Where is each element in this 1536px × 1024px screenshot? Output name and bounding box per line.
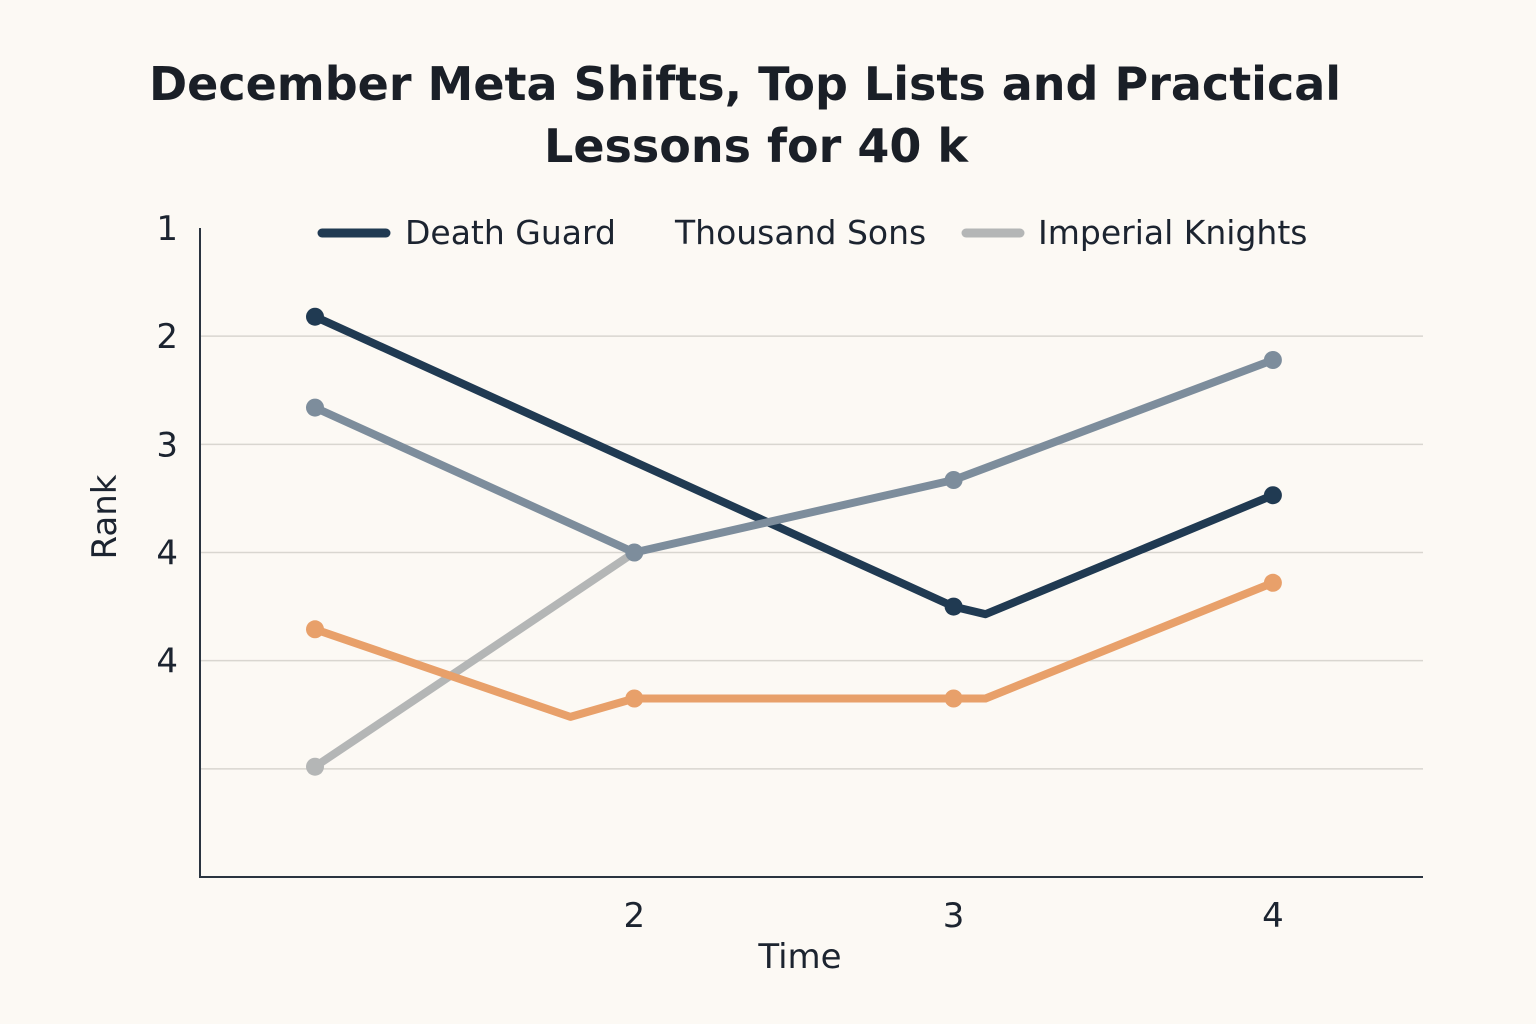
grid-lines — [200, 335, 1423, 770]
y-tick-label: 4 — [156, 642, 178, 682]
x-tick-label: 4 — [1262, 896, 1284, 936]
x-tick-label: 2 — [623, 896, 645, 936]
legend-label-thousand-sons: Thousand Sons — [674, 213, 926, 252]
legend-label-death-guard: Death Guard — [405, 213, 616, 252]
series-line-death-guard — [311, 312, 1277, 619]
y-tick-label: 2 — [156, 317, 178, 357]
series-line-thousand-sons — [311, 356, 1277, 557]
y-tick-labels: 1 2 3 4 4 — [156, 209, 178, 682]
data-point-death-guard — [1263, 486, 1282, 505]
data-point-thousand-sons — [625, 543, 644, 562]
series-line-imperial-knights — [311, 548, 639, 771]
data-point-imperial-knights — [306, 757, 324, 776]
x-tick-labels: 2 3 4 — [623, 896, 1283, 936]
y-tick-label: 4 — [156, 534, 178, 574]
data-point-thousand-sons — [306, 398, 324, 417]
data-point-orange-series — [306, 620, 324, 639]
data-point-thousand-sons — [1263, 351, 1282, 369]
legend: Death Guard Thousand Sons Imperial Knigh… — [317, 213, 1307, 252]
legend-label-imperial-knights: Imperial Knights — [1038, 213, 1307, 252]
series-lines — [306, 307, 1282, 776]
x-tick-label: 3 — [943, 896, 965, 936]
series-line-orange-series — [311, 578, 1277, 721]
y-axis-label: Rank — [85, 474, 125, 559]
data-point-thousand-sons — [944, 471, 963, 489]
data-point-death-guard — [944, 597, 963, 616]
data-point-orange-series — [944, 689, 963, 708]
chart-title-line-2: Lessons for 40 k — [544, 119, 969, 173]
y-tick-label: 1 — [156, 209, 178, 249]
data-point-death-guard — [306, 307, 324, 326]
x-axis-label: Time — [757, 937, 841, 977]
chart-title-line-1: December Meta Shifts, Top Lists and Prac… — [149, 57, 1341, 111]
data-point-orange-series — [625, 689, 644, 708]
data-point-orange-series — [1263, 573, 1282, 592]
y-tick-label: 3 — [156, 425, 178, 465]
